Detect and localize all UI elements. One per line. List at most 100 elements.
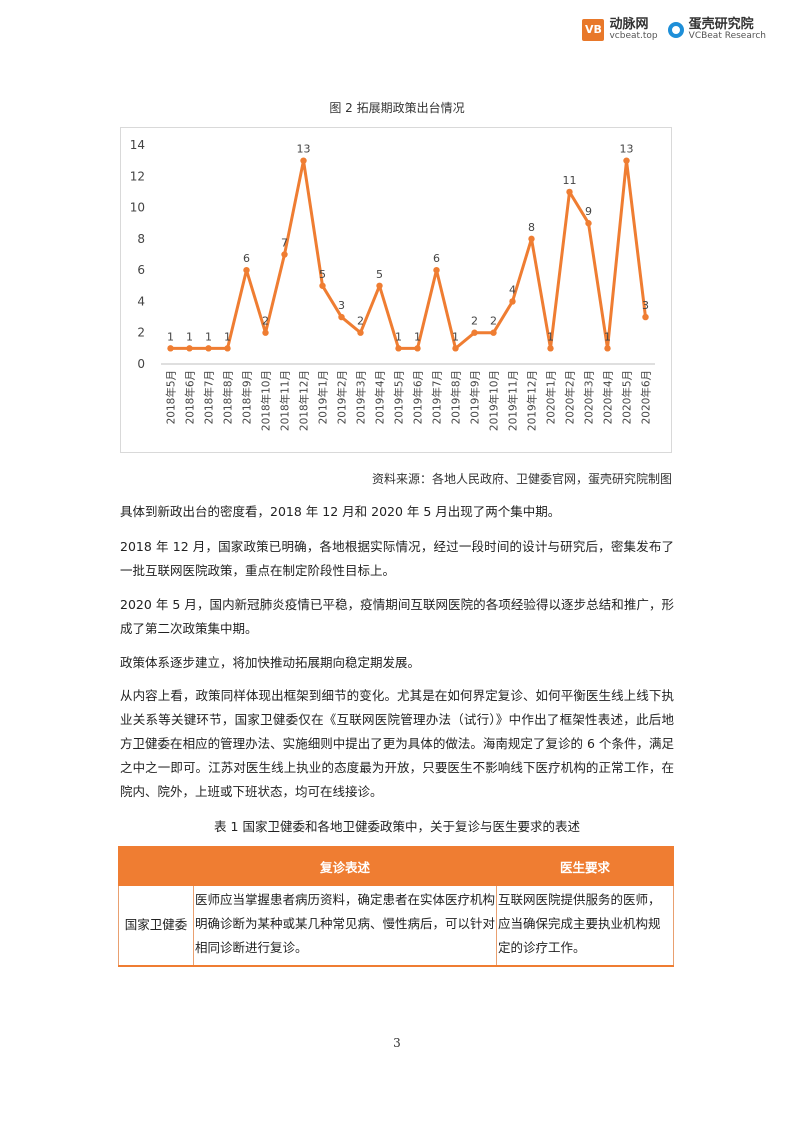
table-row: 国家卫健委 医师应当掌握患者病历资料，确定患者在实体医疗机构明确诊断为某种或某几…	[118, 885, 674, 967]
data-label: 2	[490, 315, 497, 328]
header-logos: VB 动脉网 vcbeat.top 蛋壳研究院 VCBeat Research	[582, 18, 766, 41]
data-label: 1	[186, 330, 193, 343]
x-tick-label: 2019年12月	[526, 370, 539, 431]
data-label: 8	[528, 221, 535, 234]
data-point	[167, 345, 174, 352]
data-point	[566, 188, 573, 196]
data-label: 1	[224, 330, 231, 343]
x-tick-label: 2018年6月	[184, 370, 197, 424]
data-point	[642, 313, 649, 321]
series-line	[170, 159, 647, 350]
vb-logo-icon: VB	[582, 18, 605, 41]
paragraph-4: 政策体系逐步建立，将加快推动拓展期向稳定期发展。	[120, 655, 421, 670]
paragraph-1: 具体到新政出台的密度看，2018 年 12 月和 2020 年 5 月出现了两个…	[120, 504, 561, 519]
data-label: 1	[167, 330, 174, 343]
data-point	[623, 157, 630, 164]
x-tick-label: 2018年9月	[241, 370, 254, 424]
data-label: 1	[395, 330, 402, 343]
y-tick-label: 4	[137, 294, 145, 308]
vcbeat-logo-cn: 动脉网	[609, 17, 649, 32]
y-tick-label: 8	[137, 232, 145, 246]
data-label: 5	[376, 268, 383, 281]
data-label: 7	[281, 237, 288, 250]
table-cell-doctor: 互联网医院提供服务的医师，应当确保完成主要执业机构规定的诊疗工作。	[496, 885, 674, 967]
data-label: 11	[563, 174, 577, 187]
data-point	[433, 266, 440, 274]
data-point	[243, 266, 250, 274]
x-tick-label: 2019年2月	[336, 370, 349, 424]
data-label: 4	[509, 283, 516, 296]
data-point	[414, 345, 421, 352]
data-label: 1	[414, 330, 421, 343]
vcbeat-research-logo: 蛋壳研究院 VCBeat Research	[667, 18, 766, 41]
table-cell-review: 医师应当掌握患者病历资料，确定患者在实体医疗机构明确诊断为某种或某几种常见病、慢…	[193, 885, 497, 967]
data-point	[528, 235, 535, 243]
paragraph-2: 2018 年 12 月，国家政策已明确，各地根据实际情况，经过一段时间的设计与研…	[120, 539, 674, 578]
x-tick-label: 2020年3月	[583, 370, 596, 424]
table-header-row: 复诊表述 医生要求	[118, 846, 674, 886]
data-point	[490, 329, 497, 336]
figure-caption: 图 2 拓展期政策出台情况	[329, 101, 465, 115]
eggshell-logo-icon	[667, 21, 684, 38]
data-point	[376, 282, 383, 289]
data-label: 9	[585, 205, 592, 218]
x-tick-label: 2019年11月	[507, 370, 520, 431]
x-tick-label: 2019年6月	[412, 370, 425, 424]
x-tick-label: 2020年4月	[602, 370, 615, 424]
data-point	[205, 345, 212, 352]
x-tick-label: 2019年8月	[450, 370, 463, 424]
data-point	[224, 345, 231, 352]
data-point	[186, 345, 193, 352]
data-label: 3	[642, 299, 649, 312]
data-point	[338, 313, 345, 321]
data-label: 13	[620, 143, 634, 156]
x-tick-label: 2020年5月	[621, 370, 634, 424]
table-header-review: 复诊表述	[193, 846, 497, 886]
data-point	[604, 345, 611, 352]
table-cell-region: 国家卫健委	[118, 885, 194, 967]
y-tick-label: 10	[130, 201, 145, 215]
data-label: 1	[452, 330, 459, 343]
figure-source: 资料来源：各地人民政府、卫健委官网，蛋壳研究院制图	[371, 472, 672, 486]
data-point	[281, 251, 288, 258]
data-label: 2	[262, 315, 269, 328]
data-label: 5	[319, 268, 326, 281]
paragraph-3: 2020 年 5 月，国内新冠肺炎疫情已平稳，疫情期间互联网医院的各项经验得以逐…	[120, 597, 674, 636]
y-tick-label: 0	[137, 357, 145, 371]
data-point	[585, 220, 592, 227]
data-label: 1	[604, 330, 611, 343]
x-tick-label: 2019年4月	[374, 370, 387, 424]
data-label: 2	[471, 315, 478, 328]
policy-line-chart: 0 2 4 6 8 10 12 14 2018年5月 2018年6月 2018年7月 2018年8月 2…	[120, 127, 672, 453]
data-point	[547, 345, 554, 352]
data-point	[319, 282, 326, 289]
data-label: 3	[338, 299, 345, 312]
data-label: 13	[297, 143, 311, 156]
x-tick-label: 2019年7月	[431, 370, 444, 424]
policy-table: 复诊表述 医生要求 国家卫健委 医师应当掌握患者病历资料，确定患者在实体医疗机构…	[118, 846, 674, 967]
table-caption: 表 1 国家卫健委和各地卫健委政策中，关于复诊与医生要求的表述	[214, 819, 580, 834]
data-label: 1	[205, 330, 212, 343]
data-label: 2	[357, 315, 364, 328]
x-tick-label: 2018年5月	[165, 370, 178, 424]
table-header-region	[118, 846, 194, 886]
x-tick-label: 2018年8月	[222, 370, 235, 424]
data-point	[357, 329, 364, 336]
data-label: 6	[243, 252, 250, 265]
vcbeat-logo: VB 动脉网 vcbeat.top	[582, 17, 658, 41]
data-label: 6	[433, 252, 440, 265]
x-tick-label: 2019年3月	[355, 370, 368, 424]
x-tick-label: 2018年12月	[298, 370, 311, 431]
x-tick-label: 2019年5月	[393, 370, 406, 424]
data-point	[452, 345, 459, 352]
x-tick-label: 2020年1月	[545, 370, 558, 424]
data-label: 1	[547, 330, 554, 343]
y-tick-label: 6	[137, 263, 145, 277]
paragraph-5: 从内容上看，政策同样体现出框架到细节的变化。尤其是在如何界定复诊、如何平衡医生线…	[120, 688, 674, 799]
research-logo-en: VCBeat Research	[688, 30, 766, 41]
data-point	[471, 329, 478, 336]
x-tick-label: 2019年1月	[317, 370, 330, 424]
y-tick-label: 14	[130, 138, 145, 152]
data-point	[395, 345, 402, 352]
